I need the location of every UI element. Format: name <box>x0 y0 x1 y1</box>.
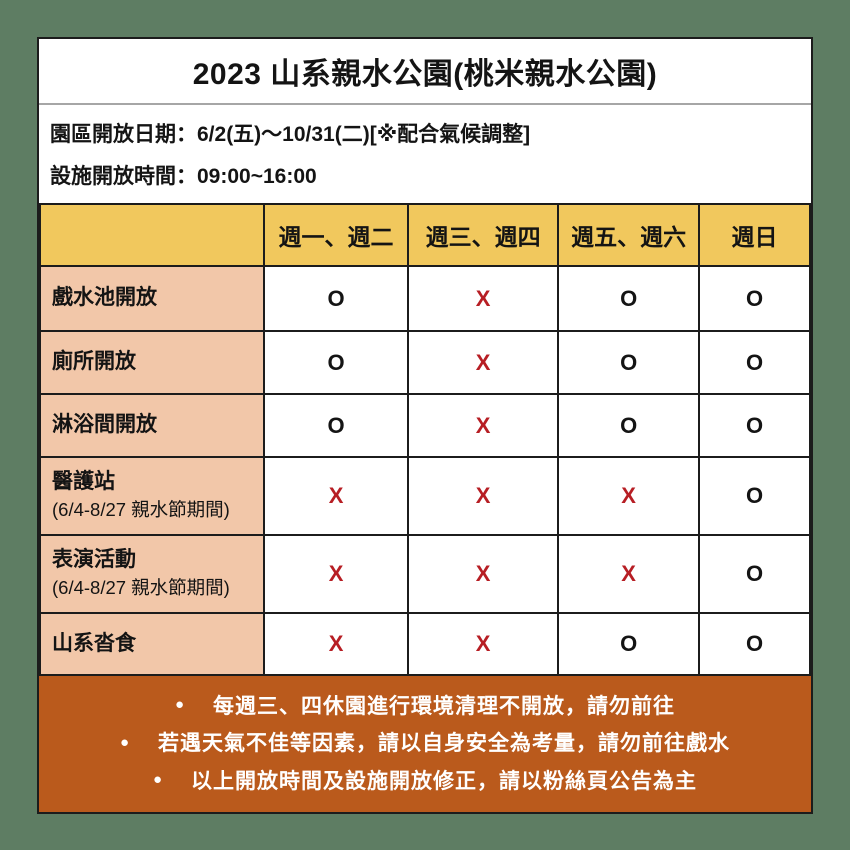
status-cell: O <box>557 393 701 458</box>
poster-card: 2023 山系親水公園(桃米親水公園) 園區開放日期：6/2(五)～10/31(… <box>37 37 813 814</box>
row-label-medical-station: 醫護站 (6/4-8/27 親水節期間) <box>38 456 266 536</box>
schedule-table: 週一、週二 週三、週四 週五、週六 週日 戲水池開放 O X O O 廁所開放 <box>38 203 811 676</box>
column-header-wed-thu: 週三、週四 <box>407 203 560 267</box>
bullet-icon: ● <box>152 771 164 788</box>
table-row: 廁所開放 O X O O <box>38 330 811 395</box>
status-cell: O <box>557 612 701 676</box>
table-row: 戲水池開放 O X O O <box>38 265 811 332</box>
status-cell: O <box>698 330 811 395</box>
note-text: 以上開放時間及設施開放修正，請以粉絲頁公告為主 <box>191 769 698 793</box>
info-section: 園區開放日期：6/2(五)～10/31(二)[※配合氣候調整] 設施開放時間：0… <box>39 105 811 203</box>
table-row: 醫護站 (6/4-8/27 親水節期間) X X X O <box>38 456 811 536</box>
status-cell: X <box>263 612 410 676</box>
row-label-performances: 表演活動 (6/4-8/27 親水節期間) <box>38 534 266 614</box>
status-cell: X <box>407 612 560 676</box>
status-cell: O <box>698 612 811 676</box>
row-label-food-stall: 山系沓食 <box>38 612 266 676</box>
row-label-shower: 淋浴間開放 <box>38 393 266 458</box>
status-cell: O <box>557 265 701 332</box>
status-cell: O <box>263 330 410 395</box>
row-label-pool: 戲水池開放 <box>38 265 266 332</box>
status-cell: O <box>698 534 811 614</box>
status-cell: X <box>263 534 410 614</box>
note-item: ● 每週三、四休園進行環境清理不開放，請勿前往 <box>175 690 675 720</box>
note-item: ● 若遇天氣不佳等因素，請以自身安全為考量，請勿前往戲水 <box>120 727 730 757</box>
facility-open-hours: 設施開放時間：09:00~16:00 <box>50 165 317 189</box>
status-cell: O <box>263 393 410 458</box>
table-row: 表演活動 (6/4-8/27 親水節期間) X X X O <box>38 534 811 614</box>
table-row: 山系沓食 X X O O <box>38 612 811 676</box>
note-item: ● 以上開放時間及設施開放修正，請以粉絲頁公告為主 <box>153 765 697 795</box>
status-cell: X <box>557 456 701 536</box>
column-header-fri-sat: 週五、週六 <box>557 203 701 267</box>
corner-cell <box>38 203 266 267</box>
note-text: 每週三、四休園進行環境清理不開放，請勿前往 <box>213 694 676 718</box>
row-label-toilet: 廁所開放 <box>38 330 266 395</box>
column-header-mon-tue: 週一、週二 <box>263 203 410 267</box>
status-cell: X <box>557 534 701 614</box>
status-cell: O <box>557 330 701 395</box>
page-title: 2023 山系親水公園(桃米親水公園) <box>192 58 658 91</box>
table-row: 淋浴間開放 O X O O <box>38 393 811 458</box>
bullet-icon: ● <box>119 733 131 751</box>
status-cell: O <box>698 393 811 458</box>
status-cell: X <box>263 456 410 536</box>
status-cell: X <box>407 330 560 395</box>
title-section: 2023 山系親水公園(桃米親水公園) <box>39 39 811 105</box>
status-cell: X <box>407 265 560 332</box>
status-cell: X <box>407 393 560 458</box>
note-text: 若遇天氣不佳等因素，請以自身安全為考量，請勿前往戲水 <box>158 732 731 755</box>
status-cell: O <box>698 265 811 332</box>
status-cell: O <box>263 265 410 332</box>
status-cell: X <box>407 456 560 536</box>
status-cell: X <box>407 534 560 614</box>
park-open-dates: 園區開放日期：6/2(五)～10/31(二)[※配合氣候調整] <box>50 122 531 146</box>
table-header-row: 週一、週二 週三、週四 週五、週六 週日 <box>38 203 811 267</box>
status-cell: O <box>698 456 811 536</box>
bullet-icon: ● <box>174 696 186 713</box>
notes-section: ● 每週三、四休園進行環境清理不開放，請勿前往 ● 若遇天氣不佳等因素，請以自身… <box>39 676 811 812</box>
column-header-sun: 週日 <box>698 203 811 267</box>
